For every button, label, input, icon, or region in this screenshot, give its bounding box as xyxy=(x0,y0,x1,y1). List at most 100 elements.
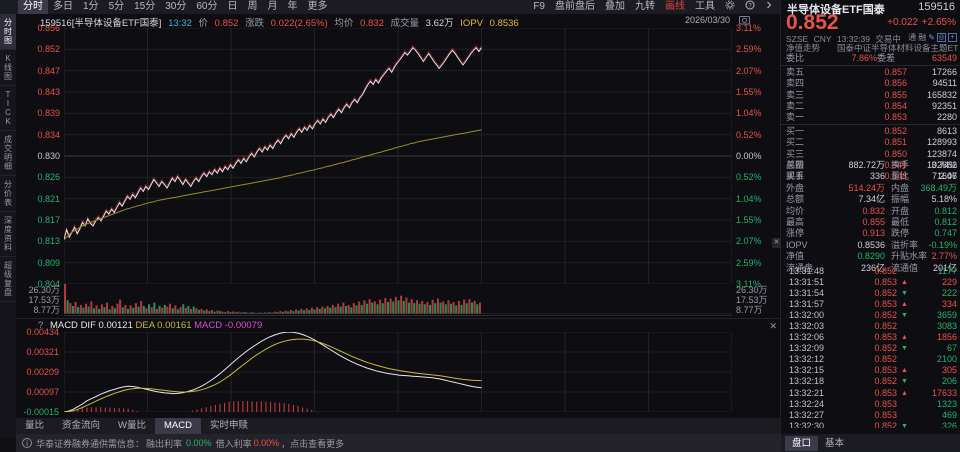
period-tab-10[interactable]: 年 xyxy=(287,1,298,12)
book-price: 0.855 xyxy=(884,89,907,100)
bid-row-0[interactable]: 买一 0.852 8613 xyxy=(781,126,960,137)
period-tab-8[interactable]: 周 xyxy=(247,1,258,12)
side-tab-1[interactable]: 基本 xyxy=(825,437,845,449)
period-tab-6[interactable]: 60分 xyxy=(196,1,218,12)
tick-volume: 326 xyxy=(941,420,957,428)
tick-row-11[interactable]: 13:32:21 0.853 ▲ 17633 xyxy=(781,388,960,399)
gear-icon[interactable] xyxy=(720,0,740,14)
tick-direction-icon: ▲ xyxy=(901,301,908,309)
tick-price: 0.853 xyxy=(874,409,897,420)
period-tab-3[interactable]: 5分 xyxy=(108,1,125,12)
macd-title: MACD xyxy=(49,320,78,331)
rail-item-6[interactable]: 超级复盘 xyxy=(0,257,16,302)
book-price: 0.849 xyxy=(884,159,907,170)
macd-close-icon[interactable]: ✕ xyxy=(769,321,777,331)
ask-row-1[interactable]: 卖四 0.856 94511 xyxy=(781,78,960,89)
rail-item-0[interactable]: 分时图 xyxy=(0,14,16,50)
stat-val2: 0.747 xyxy=(934,228,957,239)
tool-F9[interactable]: F9 xyxy=(533,1,545,12)
macd-help-icon[interactable]: ? xyxy=(38,320,44,331)
period-tab-4[interactable]: 15分 xyxy=(134,1,156,12)
stat-val2: 5.18% xyxy=(931,194,957,205)
rail-item-4[interactable]: 分价表 xyxy=(0,176,16,212)
period-tab-5[interactable]: 30分 xyxy=(165,1,187,12)
tick-time: 13:32:30 xyxy=(789,420,825,428)
tool-盘前盘后[interactable]: 盘前盘后 xyxy=(555,1,595,12)
volume-plot[interactable] xyxy=(64,284,732,315)
chart-tools-toolbar: F9 盘前盘后 叠加 九转 画线 工具? xyxy=(528,0,778,14)
price-tick-1: 0.852 xyxy=(37,44,60,55)
tick-row-13[interactable]: 13:32:27 0.853 469 xyxy=(781,410,960,421)
indicator-tab-1[interactable]: 资金流向 xyxy=(62,420,101,431)
indicator-tab-0[interactable]: 量比 xyxy=(25,420,45,431)
status-suffix: ，点击查看更多 xyxy=(281,438,345,449)
security-code: 159516 xyxy=(918,1,955,13)
rail-item-5[interactable]: 深度资料 xyxy=(0,212,16,257)
period-tab-9[interactable]: 月 xyxy=(267,1,278,12)
bid-row-2[interactable]: 买三 0.850 123874 xyxy=(781,149,960,160)
tool-工具[interactable]: 工具 xyxy=(695,1,715,12)
tick-row-1[interactable]: 13:31:51 0.853 ▲ 229 xyxy=(781,277,960,288)
ask-row-3[interactable]: 卖二 0.854 92351 xyxy=(781,101,960,112)
status-lend-value: 0.00% xyxy=(186,438,212,448)
tick-row-0[interactable]: 13:31:48 0.852 1177 xyxy=(781,266,960,277)
macd-plot[interactable] xyxy=(63,331,733,413)
rail-item-3[interactable]: 成交明细 xyxy=(0,131,16,176)
status-borrow-value: 0.00% xyxy=(253,438,280,448)
tick-row-8[interactable]: 13:32:12 0.852 2100 xyxy=(781,354,960,365)
tool-画线[interactable]: 画线 xyxy=(665,1,685,12)
tick-row-2[interactable]: 13:31:54 0.852 ▼ 222 xyxy=(781,288,960,299)
tick-row-12[interactable]: 13:32:24 0.853 1323 xyxy=(781,399,960,410)
tick-row-9[interactable]: 13:32:15 0.853 ▲ 305 xyxy=(781,365,960,376)
period-tab-0[interactable]: 分时 xyxy=(18,0,48,14)
bid-row-3[interactable]: 买四 0.849 102662 xyxy=(781,160,960,171)
tick-row-7[interactable]: 13:32:09 0.852 ▼ 67 xyxy=(781,343,960,354)
stat-row-2: 外盘 514.24万 内盘 368.49万 xyxy=(781,183,960,194)
period-tab-11[interactable]: 更多 xyxy=(307,1,328,12)
period-tab-2[interactable]: 1分 xyxy=(83,1,99,12)
bid-row-1[interactable]: 买二 0.851 128993 xyxy=(781,137,960,148)
stat-key1: 总额 xyxy=(786,194,805,205)
help-icon[interactable]: ? xyxy=(740,0,760,14)
panel-collapse-icon[interactable]: ✕ xyxy=(772,238,781,248)
side-tab-0[interactable]: 盘口 xyxy=(785,435,819,451)
screenshot-icon[interactable] xyxy=(739,15,750,28)
indicator-tab-2[interactable]: W量比 xyxy=(118,420,146,431)
indicator-tab-3[interactable]: MACD xyxy=(155,418,201,434)
tick-volume: 305 xyxy=(941,365,957,376)
tick-row-4[interactable]: 13:32:00 0.852 ▼ 3659 xyxy=(781,310,960,321)
price-tick-7: 0.826 xyxy=(37,172,60,183)
price-tick-8: 0.821 xyxy=(37,193,60,204)
book-price: 0.853 xyxy=(884,111,907,122)
status-bar[interactable]: i 华泰证券融券通供需信息： 融出利率 0.00% 借入利率 0.00% ，点击… xyxy=(16,434,780,452)
alert-icon[interactable]: ◎ xyxy=(937,33,946,42)
tool-叠加[interactable]: 叠加 xyxy=(605,1,625,12)
flags-label: 通 融 xyxy=(908,33,927,42)
bid-row-4[interactable]: 买五 0.848 71647 xyxy=(781,171,960,182)
period-tab-1[interactable]: 多日 xyxy=(53,1,73,12)
percent-tick-3: 1.55% xyxy=(736,87,762,97)
tick-row-10[interactable]: 13:32:18 0.852 ▼ 206 xyxy=(781,376,960,387)
volume-tick-1-2: 8.77万 xyxy=(736,305,763,315)
ask-row-0[interactable]: 卖五 0.857 17266 xyxy=(781,67,960,78)
chevron-right-icon[interactable] xyxy=(760,0,778,14)
tool-九转[interactable]: 九转 xyxy=(635,1,655,12)
price-plot[interactable] xyxy=(63,27,733,285)
order-book-ratio-row[interactable]: 委比 7.86% 63549 委差 xyxy=(781,53,960,64)
tick-row-5[interactable]: 13:32:03 0.852 3083 xyxy=(781,321,960,332)
tick-trade-list[interactable]: 13:31:48 0.852 1177 13:31:51 0.853 ▲ 229 13:31:… xyxy=(781,266,960,428)
intraday-chart-panel: 159516[半导体设备ETF国泰] 13:32 价 0.852 涨跌 0.02… xyxy=(16,14,780,327)
tick-row-14[interactable]: 13:32:30 0.852 ▼ 326 xyxy=(781,421,960,428)
add-icon[interactable]: + xyxy=(948,33,957,42)
tick-row-6[interactable]: 13:32:06 0.853 ▲ 1856 xyxy=(781,332,960,343)
period-tab-7[interactable]: 日 xyxy=(227,1,238,12)
ask-row-2[interactable]: 卖三 0.855 165832 xyxy=(781,90,960,101)
indicator-tab-4[interactable]: 实时申赎 xyxy=(209,420,248,431)
edit-icon[interactable]: ✎ xyxy=(928,33,935,42)
tick-row-3[interactable]: 13:31:57 0.853 ▲ 334 xyxy=(781,299,960,310)
ask-row-4[interactable]: 卖一 0.853 2280 xyxy=(781,112,960,123)
tick-direction-icon: ▼ xyxy=(901,422,908,428)
